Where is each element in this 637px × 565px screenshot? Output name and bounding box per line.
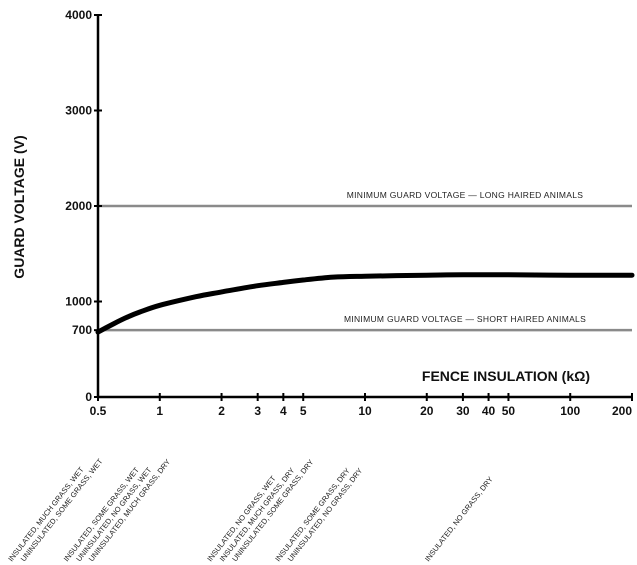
x-tick-label: 3 — [254, 404, 261, 418]
x-tick-label: 2 — [218, 404, 225, 418]
x-tick-label: 0.5 — [90, 404, 107, 418]
y-tick-label: 3000 — [65, 104, 92, 118]
y-tick-label: 0 — [85, 390, 92, 404]
x-tick-label: 5 — [300, 404, 307, 418]
x-tick-label: 1 — [156, 404, 163, 418]
x-axis-title: FENCE INSULATION (kΩ) — [422, 368, 590, 384]
y-axis-title: GUARD VOLTAGE (V) — [11, 135, 27, 278]
voltage-curve — [95, 272, 635, 335]
x-tick-label: 200 — [612, 404, 632, 418]
x-tick-label: 100 — [560, 404, 580, 418]
reference-line-label: MINIMUM GUARD VOLTAGE — SHORT HAIRED ANI… — [344, 314, 586, 324]
x-tick-label: 40 — [482, 404, 496, 418]
y-tick-label: 700 — [72, 323, 92, 337]
x-tick-label: 20 — [420, 404, 434, 418]
x-tick-label: 4 — [280, 404, 287, 418]
reference-line-label: MINIMUM GUARD VOLTAGE — LONG HAIRED ANIM… — [347, 190, 583, 200]
x-tick-label: 30 — [456, 404, 470, 418]
x-tick-label: 10 — [358, 404, 372, 418]
condition-label: INSULATED, NO GRASS, DRY — [423, 475, 495, 563]
y-tick-label: 4000 — [65, 8, 92, 22]
x-tick-label: 50 — [502, 404, 516, 418]
y-tick-label: 2000 — [65, 199, 92, 213]
y-tick-label: 1000 — [65, 295, 92, 309]
